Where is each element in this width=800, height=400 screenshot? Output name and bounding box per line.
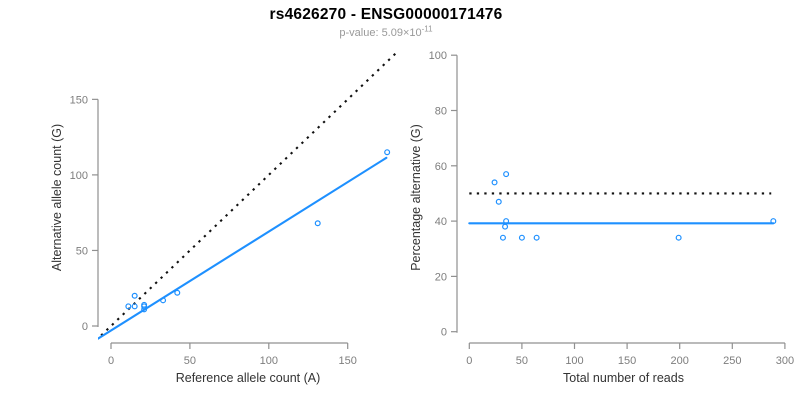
reads-vs-pct-panel: 0 50 100 150 200 250 300 Total number of reads 0… xyxy=(409,50,794,385)
data-point xyxy=(384,149,391,156)
data-point xyxy=(141,306,148,313)
plot-area xyxy=(468,171,777,241)
figure-subtitle: p-value: 5.09×10-11 xyxy=(0,24,772,39)
data-point xyxy=(125,303,132,310)
pvalue-exponent: -11 xyxy=(421,24,433,34)
data-point xyxy=(675,234,682,241)
x-axis-tick-label: 100 xyxy=(565,355,583,367)
x-axis-title: Reference allele count (A) xyxy=(176,371,321,385)
x-axis-tick-label: 250 xyxy=(723,355,741,367)
y-axis-tick-label: 0 xyxy=(82,321,88,333)
y-axis-tick-label: 50 xyxy=(76,245,88,257)
data-point xyxy=(499,234,506,241)
data-point xyxy=(141,303,148,310)
y-axis-tick-label: 40 xyxy=(435,216,447,228)
y-axis-tick-label: 60 xyxy=(435,161,447,173)
plot-area xyxy=(98,52,398,340)
figure-title: rs4626270 - ENSG00000171476 xyxy=(269,6,503,23)
y-axis-tick-label: 80 xyxy=(435,106,447,118)
x-axis-tick-label: 100 xyxy=(260,355,278,367)
y-axis-tick-label: 20 xyxy=(435,271,447,283)
ref-vs-alt-panel: 0 50 100 150 Reference allele count (A) 0 50 10… xyxy=(50,52,398,385)
x-axis-tick-label: 200 xyxy=(671,355,689,367)
figure-header: rs4626270 - ENSG00000171476 p-value: 5.0… xyxy=(0,6,772,39)
data-point xyxy=(495,198,502,205)
x-axis-tick-label: 0 xyxy=(108,355,114,367)
data-point xyxy=(503,171,510,178)
data-point xyxy=(131,292,138,299)
data-point xyxy=(770,218,777,225)
x-axis-tick-label: 50 xyxy=(516,355,528,367)
identity-line xyxy=(98,52,398,340)
fit-line xyxy=(98,156,388,340)
data-point xyxy=(160,297,167,304)
x-axis-tick-label: 150 xyxy=(339,355,357,367)
pvalue-text: p-value: 5.09×10 xyxy=(339,27,422,39)
x-axis-tick-label: 300 xyxy=(776,355,794,367)
data-point xyxy=(491,179,498,186)
x-axis-tick-label: 0 xyxy=(466,355,472,367)
data-point xyxy=(533,234,540,241)
data-point xyxy=(503,218,510,225)
data-point xyxy=(502,223,509,230)
y-axis-title: Percentage alternative (G) xyxy=(409,124,423,271)
x-axis-tick-label: 150 xyxy=(618,355,636,367)
data-point xyxy=(174,289,181,296)
data-point xyxy=(314,220,321,227)
data-point xyxy=(131,303,138,310)
y-axis-tick-label: 100 xyxy=(70,170,88,182)
y-axis-tick-label: 150 xyxy=(70,94,88,106)
y-axis-tick-label: 0 xyxy=(441,327,447,339)
y-axis-tick-label: 100 xyxy=(429,50,447,62)
x-axis-title: Total number of reads xyxy=(563,371,684,385)
data-point xyxy=(518,234,525,241)
y-axis-title: Alternative allele count (G) xyxy=(50,124,64,271)
x-axis-tick-label: 50 xyxy=(184,355,196,367)
